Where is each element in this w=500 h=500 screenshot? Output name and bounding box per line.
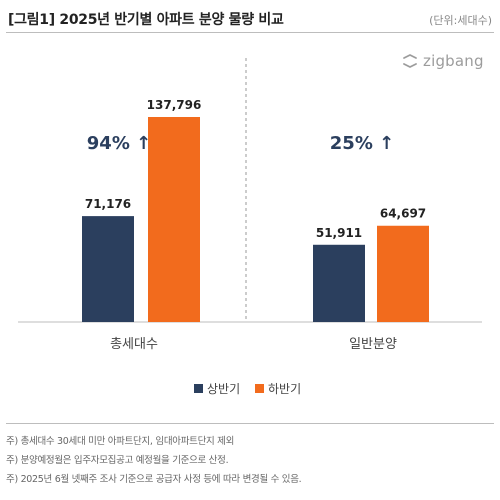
value-label-general-h1: 51,911 [316,226,362,240]
unit-label: (단위:세대수) [429,14,492,27]
legend-swatch-h2 [255,384,264,393]
zigbang-logo-icon [403,54,417,68]
bar-general-h1 [313,244,365,322]
footnote-2: 주) 분양예정월은 입주자모집공고 예정월을 기준으로 산정. [6,455,229,466]
value-label-general-h2: 64,697 [380,207,426,221]
bar-total-h1 [82,216,134,322]
value-label-total-h2: 137,796 [147,98,202,112]
zigbang-logo-text: zigbang [423,52,484,70]
footnote-3: 주) 2025년 6월 넷째주 조사 기준으로 공급자 사정 등에 따라 변경될… [6,474,302,485]
legend-label-h2: 하반기 [268,382,301,396]
footnotes: 주) 총세대수 30세대 미만 아파트단지, 임대아파트단지 제외 주) 분양예… [6,423,494,489]
chart-title: [그림1] 2025년 반기별 아파트 분양 물량 비교 [8,12,284,28]
title-divider [6,32,494,33]
legend: 상반기 하반기 [194,382,301,396]
growth-label-general: 25% ↑ [330,133,394,154]
bar-chart: 71,176 137,796 51,911 64,697 총세대수 일반분양 94% … [18,58,482,396]
category-label-total: 총세대수 [110,337,158,352]
footnote-1: 주) 총세대수 30세대 미만 아파트단지, 임대아파트단지 제외 [6,436,235,447]
growth-label-total: 94% ↑ [87,133,151,154]
legend-swatch-h1 [194,384,203,393]
notes-divider [6,423,494,424]
bar-total-h2 [148,117,200,322]
legend-label-h1: 상반기 [207,382,240,396]
value-label-total-h1: 71,176 [85,197,131,211]
category-label-general: 일반분양 [349,337,397,352]
zigbang-logo: zigbang [402,52,484,70]
bar-general-h2 [377,225,429,322]
